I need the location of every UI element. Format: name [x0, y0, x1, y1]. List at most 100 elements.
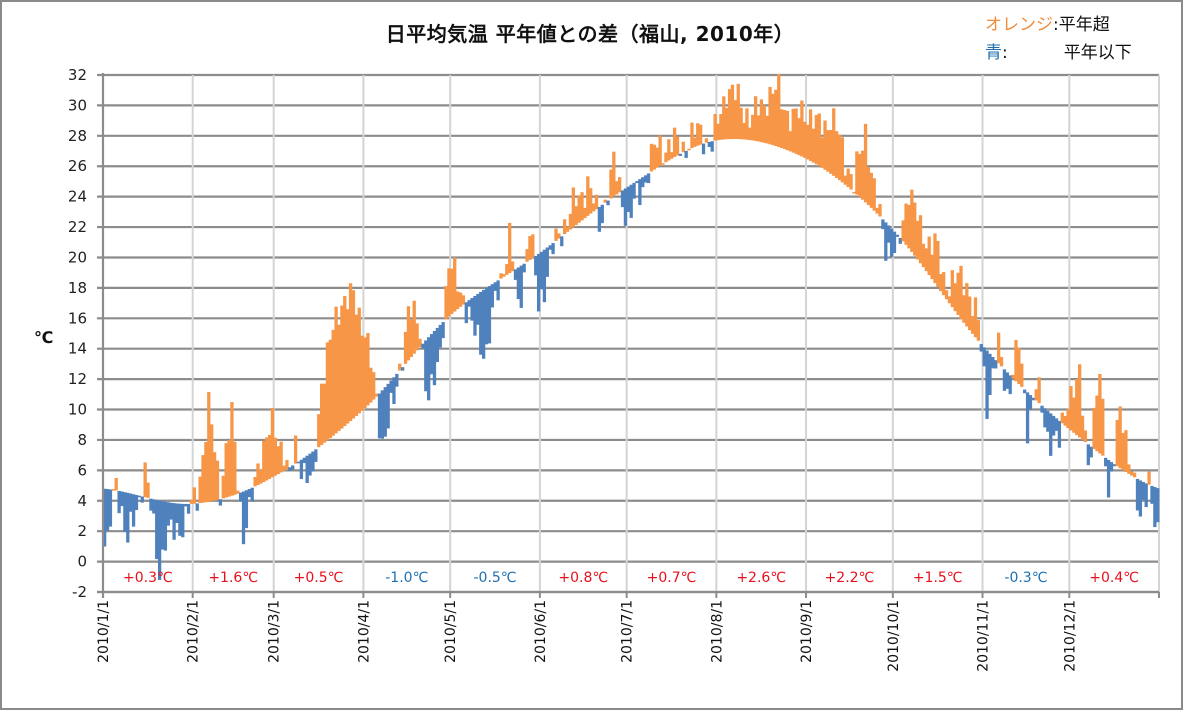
bar-below-normal — [635, 181, 639, 184]
bar-below-normal — [1086, 444, 1090, 466]
bar-below-normal — [994, 360, 998, 369]
bar-above-normal — [143, 462, 147, 498]
bar-above-normal — [458, 292, 463, 307]
legend-separator: : — [1053, 15, 1059, 35]
bar-above-normal — [236, 490, 240, 494]
bar-below-normal — [482, 289, 486, 359]
bar-above-normal — [366, 333, 370, 406]
y-tick-label: 30 — [68, 96, 87, 114]
bar-above-normal — [1121, 432, 1125, 471]
bar-above-normal — [415, 323, 419, 351]
bar-above-normal — [872, 178, 876, 211]
bar-below-normal — [1046, 410, 1050, 432]
bar-above-normal — [1092, 407, 1096, 449]
bar-above-normal — [1063, 415, 1067, 426]
y-tick-label: -2 — [72, 583, 87, 601]
bar-below-normal — [470, 298, 474, 321]
bar-above-normal — [794, 108, 798, 154]
bar-below-normal — [169, 502, 173, 520]
bar-above-normal — [953, 283, 957, 312]
bar-above-normal — [325, 342, 330, 441]
bar-above-normal — [933, 233, 937, 284]
bar-above-normal — [904, 203, 908, 245]
bar-above-normal — [800, 100, 804, 157]
bar-below-normal — [892, 231, 897, 254]
bar-above-normal — [829, 129, 833, 174]
monthly-anomaly-label: +1.6℃ — [208, 570, 258, 586]
bar-below-normal — [131, 494, 136, 527]
bar-above-normal — [733, 100, 737, 140]
bar-below-normal — [632, 182, 636, 199]
bar-below-normal — [241, 491, 246, 545]
bar-below-normal — [889, 228, 894, 258]
bar-above-normal — [221, 475, 225, 499]
bar-below-normal — [302, 457, 306, 464]
bar-above-normal — [343, 295, 347, 427]
bar-above-normal — [262, 440, 266, 483]
bar-below-normal — [1025, 392, 1030, 444]
bar-below-normal — [534, 255, 538, 276]
bar-below-normal — [432, 330, 437, 386]
bar-below-normal — [1057, 420, 1062, 448]
bar-above-normal — [346, 309, 350, 424]
bar-below-normal — [441, 322, 445, 339]
bar-below-normal — [1028, 395, 1033, 410]
bar-below-normal — [1156, 488, 1160, 523]
bar-below-normal — [1049, 413, 1053, 456]
bar-above-normal — [276, 446, 280, 475]
bar-above-normal — [319, 383, 324, 445]
bar-above-normal — [531, 234, 535, 258]
bar-above-normal — [782, 110, 787, 150]
bar-above-normal — [779, 109, 784, 149]
bar-below-normal — [1051, 415, 1056, 436]
bar-above-normal — [348, 283, 353, 422]
bar-below-normal — [545, 247, 549, 277]
monthly-anomaly-label: -0.3℃ — [1004, 570, 1047, 586]
bar-below-normal — [600, 204, 604, 224]
axes — [97, 73, 1160, 598]
bar-below-normal — [424, 340, 428, 392]
bar-above-normal — [788, 131, 792, 152]
bar-above-normal — [719, 114, 723, 140]
bar-below-normal — [1144, 483, 1148, 508]
bar-above-normal — [591, 203, 596, 212]
bar-above-normal — [730, 84, 735, 140]
bar-above-normal — [1118, 406, 1122, 469]
bar-below-normal — [516, 267, 521, 300]
bar-above-normal — [855, 151, 859, 195]
bar-below-normal — [678, 153, 683, 156]
bar-above-normal — [965, 283, 969, 327]
bar-below-normal — [380, 390, 385, 439]
bar-above-normal — [820, 137, 824, 168]
bar-below-normal — [184, 503, 188, 507]
y-tick-label: 8 — [77, 431, 87, 449]
bar-above-normal — [670, 152, 674, 159]
bar-above-normal — [322, 383, 327, 443]
bar-above-normal — [742, 122, 746, 140]
bar-above-normal — [369, 367, 373, 403]
bar-above-normal — [973, 297, 978, 338]
bar-below-normal — [597, 206, 602, 232]
bar-below-normal — [707, 141, 711, 148]
bar-above-normal — [675, 136, 680, 156]
bar-above-normal — [450, 268, 454, 314]
bar-above-normal — [696, 123, 700, 146]
bar-above-normal — [942, 272, 946, 296]
bar-above-normal — [1147, 471, 1151, 485]
bar-above-normal — [939, 274, 943, 292]
bar-above-normal — [996, 332, 1001, 364]
bar-above-normal — [233, 441, 237, 495]
bar-below-normal — [641, 177, 645, 188]
x-tick-label: 2010/11/1 — [976, 600, 992, 672]
bar-above-normal — [797, 118, 801, 156]
bar-above-normal — [224, 443, 228, 498]
bar-below-normal — [386, 383, 390, 429]
bar-below-normal — [1040, 405, 1044, 413]
y-tick-label: 32 — [68, 66, 87, 84]
bar-above-normal — [207, 391, 211, 502]
y-axis-label: ℃ — [34, 328, 54, 347]
bar-above-normal — [1115, 419, 1119, 467]
bar-above-normal — [652, 144, 656, 170]
bar-above-normal — [915, 220, 920, 260]
